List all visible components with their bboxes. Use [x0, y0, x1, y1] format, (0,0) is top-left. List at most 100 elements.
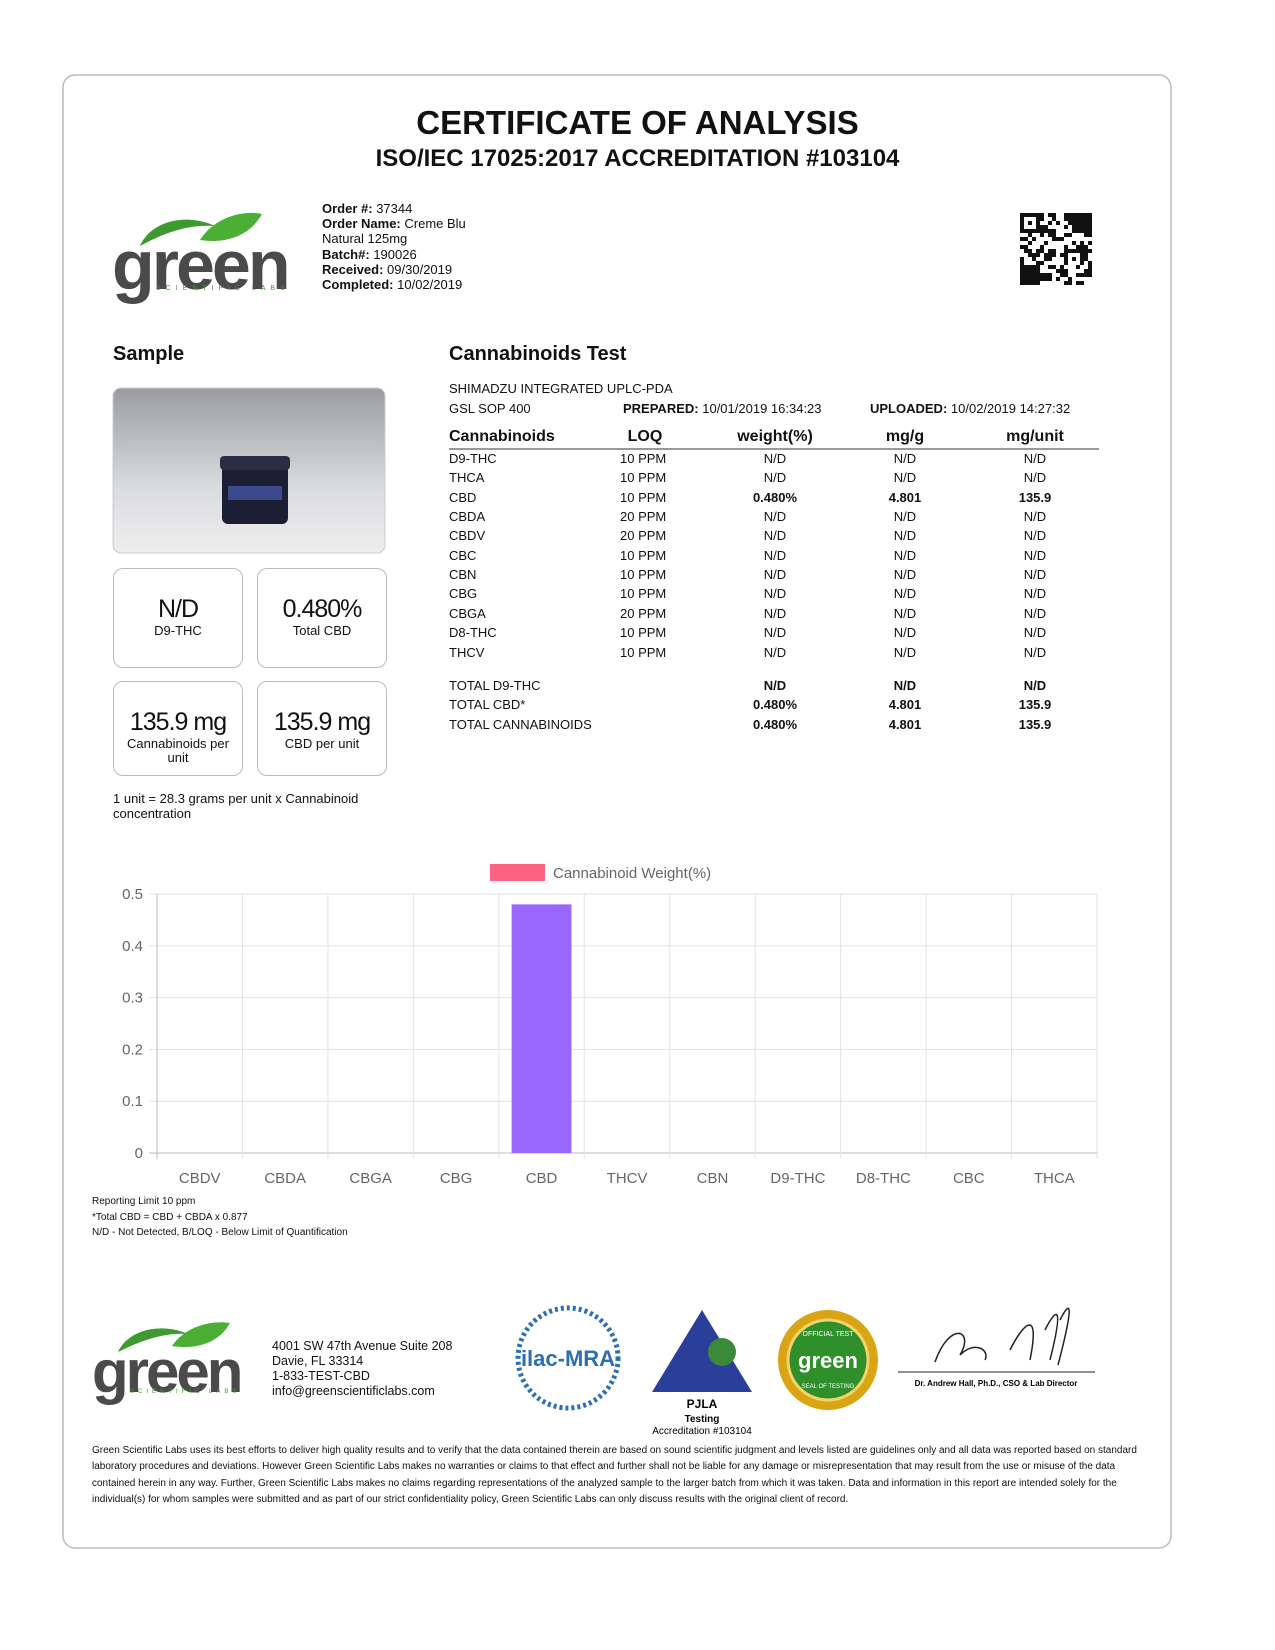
qr-cell [1040, 233, 1044, 237]
sop: GSL SOP 400 [449, 401, 531, 416]
summary-label: CBD per unit [284, 736, 360, 751]
summary-label: Cannabinoids per unit [127, 736, 229, 765]
qr-cell [1076, 221, 1080, 225]
summary-box: 0.480% Total CBD [257, 568, 387, 668]
summary-value: 135.9 mg [273, 708, 371, 736]
table-cell: CBDA [449, 509, 486, 525]
table-cell: N/D [1023, 678, 1047, 693]
table-cell: N/D [1023, 509, 1047, 525]
qr-cell [1028, 253, 1032, 257]
pjla-atom [708, 1338, 736, 1366]
qr-cell [1044, 277, 1048, 281]
qr-cell [1084, 257, 1088, 261]
table-cell: CBD [449, 489, 477, 505]
qr-cell [1048, 249, 1052, 253]
order-info: Order #: 37344 Order Name: Creme Blu Natur… [322, 201, 466, 292]
qr-cell [1020, 225, 1024, 229]
qr-cell [1048, 221, 1052, 225]
table-cell: N/D [1023, 605, 1047, 621]
qr-cell [1072, 229, 1076, 233]
qr-cell [1068, 277, 1072, 281]
qr-cell [1044, 225, 1048, 229]
qr-cell [1076, 281, 1080, 285]
qr-cell [1084, 269, 1088, 273]
qr-cell [1084, 217, 1088, 221]
jar-lid [220, 456, 290, 470]
qr-cell [1028, 233, 1032, 237]
qr-cell [1068, 249, 1072, 253]
disclaimer: Green Scientific Labs uses its best effo… [92, 1445, 1137, 1505]
table-cell: N/D [893, 567, 917, 583]
qr-cell [1088, 241, 1092, 245]
table-cell: 10 PPM [620, 451, 667, 466]
qr-cell [1080, 245, 1084, 249]
jar-label [228, 486, 282, 500]
table-cell: N/D [1023, 547, 1047, 563]
qr-cell [1084, 221, 1088, 225]
qr-cell [1084, 249, 1088, 253]
table-cell: N/D [763, 644, 787, 660]
qr-cell [1072, 225, 1076, 229]
qr-cell [1048, 213, 1052, 217]
qr-cell [1024, 269, 1028, 273]
x-tick-label: CBDA [264, 1170, 306, 1187]
table-cell: TOTAL CANNABINOIDS [449, 716, 592, 732]
table-cell: N/D [763, 625, 787, 641]
qr-cell [1076, 265, 1080, 269]
qr-cell [1028, 269, 1032, 273]
qr-cell [1064, 273, 1068, 277]
qr-cell [1032, 213, 1036, 217]
qr-cell [1080, 257, 1084, 261]
y-tick-label: 0.5 [122, 886, 143, 903]
x-tick-label: D8-THC [856, 1170, 911, 1187]
qr-cell [1028, 229, 1032, 233]
qr-cell [1024, 213, 1028, 217]
x-tick-label: THCV [607, 1170, 648, 1187]
summary-label: D9-THC [154, 623, 202, 638]
qr-cell [1084, 245, 1088, 249]
pjla-sub: Testing [685, 1414, 720, 1425]
notes: Reporting Limit 10 ppm *Total CBD = CBD +… [92, 1194, 348, 1241]
qr-cell [1056, 221, 1060, 225]
qr-cell [1060, 237, 1064, 241]
table-cell: CBG [449, 586, 478, 602]
qr-cell [1024, 237, 1028, 241]
x-tick-label: CBDV [179, 1170, 221, 1187]
qr-cell [1036, 277, 1040, 281]
table-cell: LOQ [627, 428, 663, 445]
qr-cell [1028, 277, 1032, 281]
qr-cell [1040, 277, 1044, 281]
qr-cell [1064, 257, 1068, 261]
qr-cell [1040, 249, 1044, 253]
x-tick-label: CBG [440, 1170, 473, 1187]
qr-cell [1088, 261, 1092, 265]
table-cell: 4.801 [888, 489, 922, 505]
summary-value: N/D [157, 595, 199, 623]
table-cell: 20 PPM [620, 528, 667, 544]
table-cell: N/D [1023, 470, 1047, 486]
qr-cell [1080, 281, 1084, 285]
prepared-label: PREPARED: [623, 401, 699, 416]
qr-cell [1020, 229, 1024, 233]
qr-cell [1032, 257, 1036, 261]
qr-cell [1048, 277, 1052, 281]
signatory: Dr. Andrew Hall, Ph.D., CSO & Lab Direct… [915, 1379, 1078, 1388]
seal-inner [786, 1318, 870, 1402]
qr-cell [1072, 249, 1076, 253]
qr-cell [1028, 273, 1032, 277]
qr-cell [1040, 229, 1044, 233]
qr-cell [1064, 213, 1068, 217]
order-line: Received: 09/30/2019 [322, 262, 466, 277]
qr-cell [1052, 265, 1056, 269]
qr-cell [1060, 273, 1064, 277]
qr-cell [1040, 225, 1044, 229]
address-line: Davie, FL 33314 [272, 1354, 364, 1368]
uploaded-date: 10/02/2019 14:27:32 [950, 401, 1071, 416]
table-cell: N/D [763, 567, 787, 583]
y-tick-label: 0.4 [122, 938, 143, 955]
qr-cell [1048, 229, 1052, 233]
qr-cell [1072, 213, 1076, 217]
table-cell: 10 PPM [620, 489, 667, 505]
table-cell: mg/g [885, 428, 925, 445]
